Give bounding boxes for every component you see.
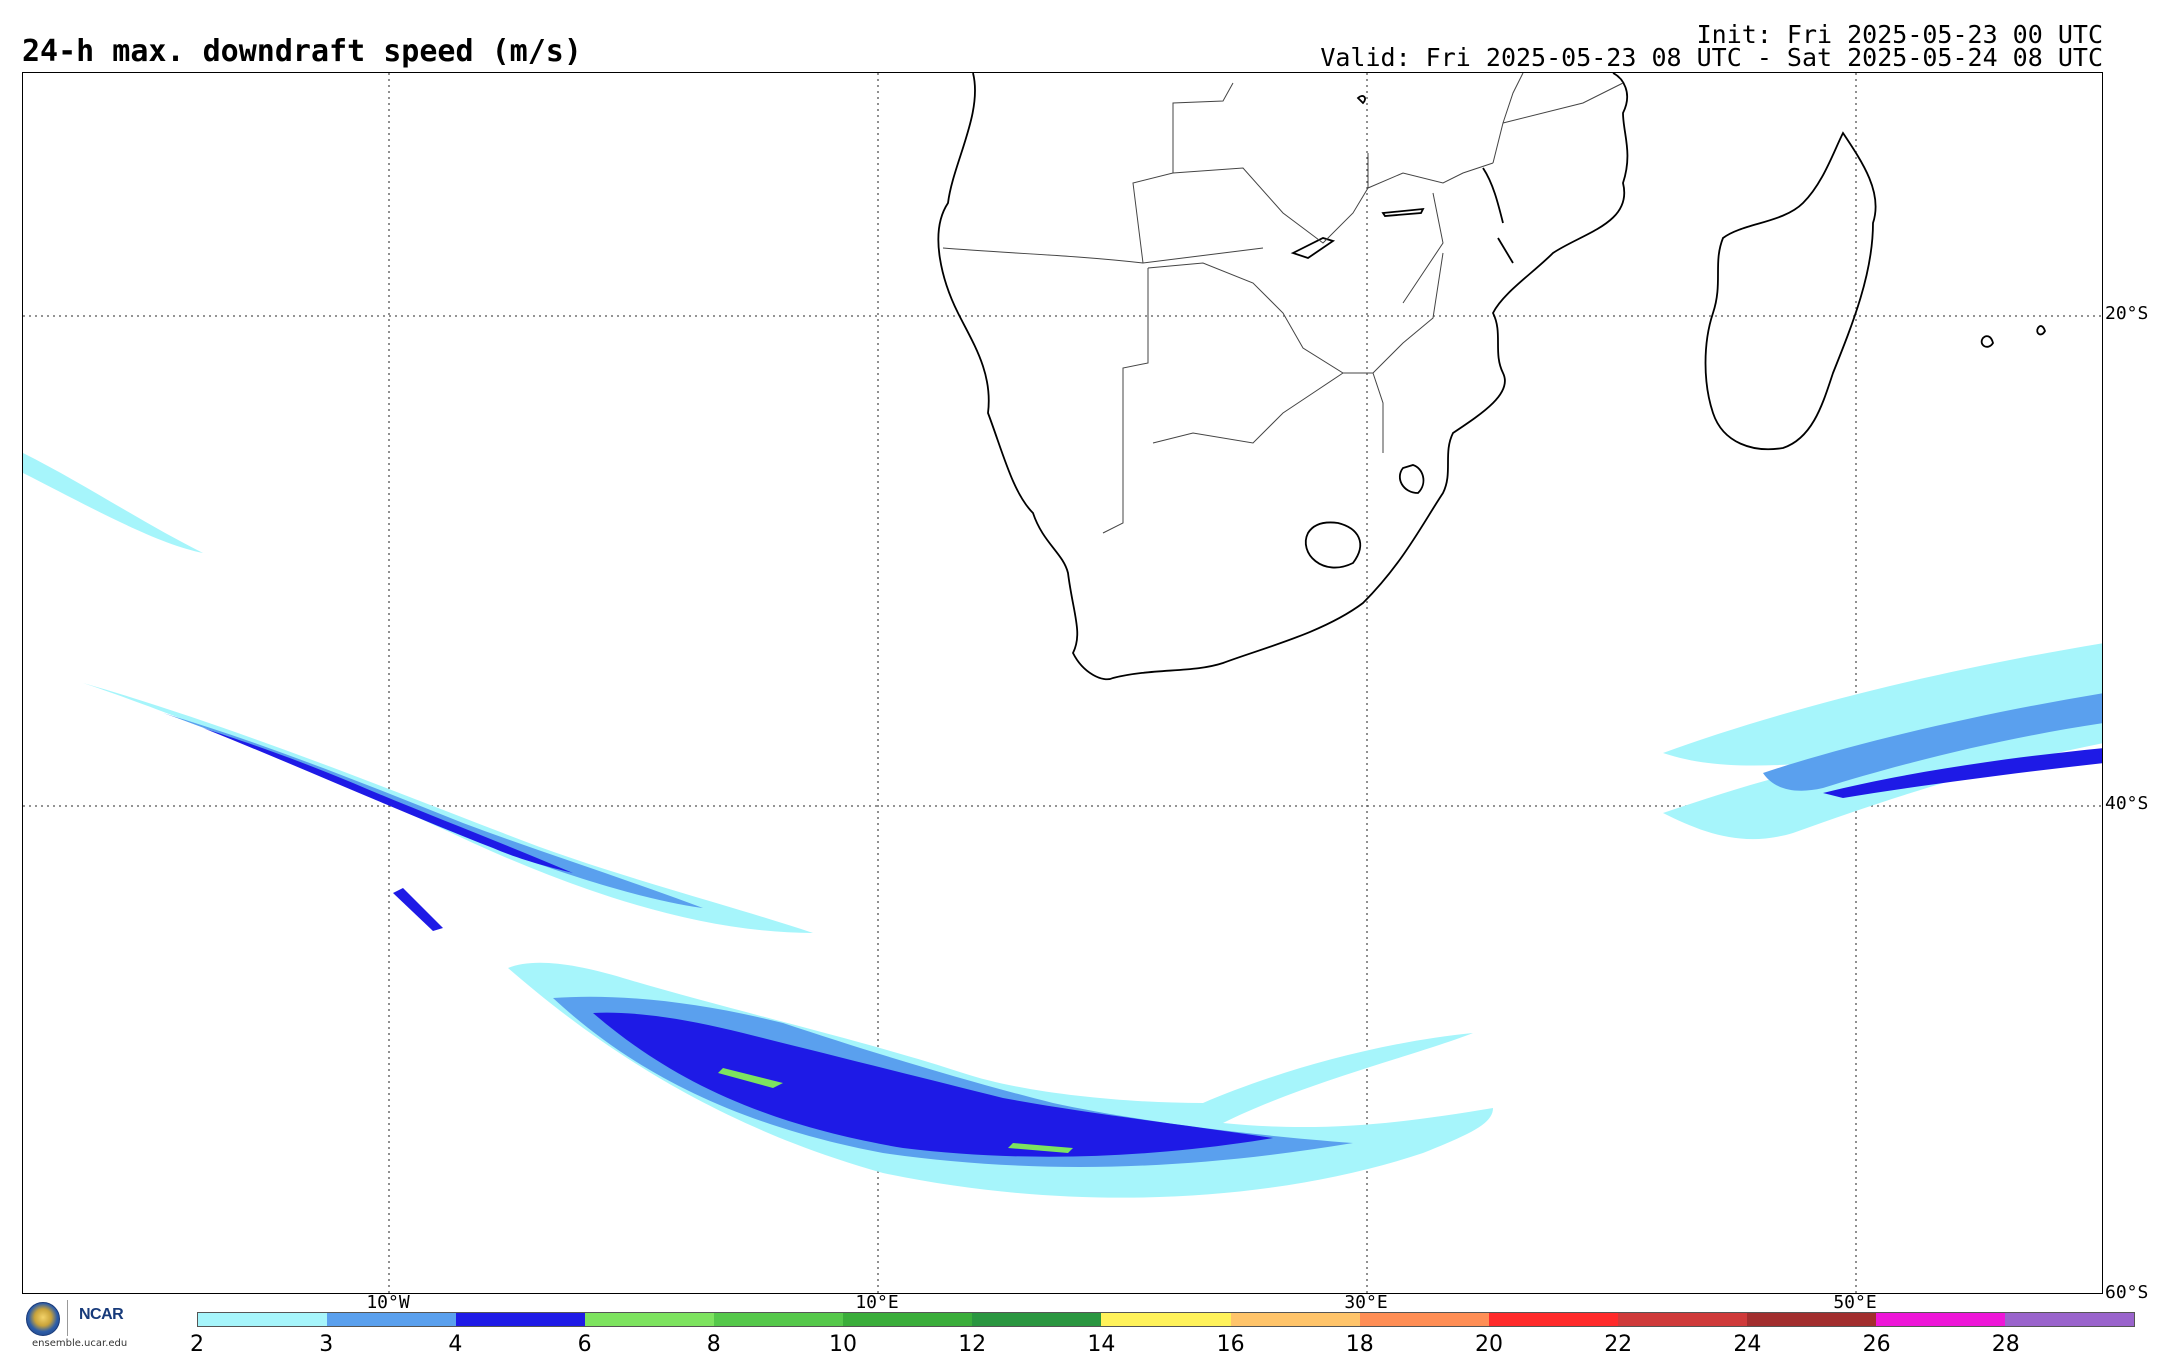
- colorbar-tick-label: 2: [190, 1332, 204, 1357]
- logo-divider: [67, 1300, 68, 1336]
- colorbar-segment: [972, 1313, 1102, 1326]
- colorbar-segment: [1617, 1313, 1747, 1326]
- logo-area: NCAR ensemble.ucar.edu: [22, 1296, 162, 1352]
- colorbar-tick-label: 18: [1345, 1332, 1374, 1357]
- colorbar-segment: [843, 1313, 973, 1326]
- colorbar-segment: [585, 1313, 715, 1326]
- colorbar-tick-label: 20: [1475, 1332, 1503, 1357]
- lat-label-20s: 20°S: [2105, 303, 2149, 324]
- colorbar-segment: [1101, 1313, 1231, 1326]
- lon-label-10w: 10°W: [366, 1292, 410, 1313]
- colorbar-segment: [1875, 1313, 2005, 1326]
- colorbar-tick-label: 4: [448, 1332, 463, 1357]
- colorbar-segment: [327, 1313, 457, 1326]
- ensemble-url: ensemble.ucar.edu: [32, 1338, 128, 1349]
- colorbar-tick-label: 24: [1733, 1332, 1762, 1357]
- colorbar-tick-label: 6: [577, 1332, 592, 1357]
- colorbar-tick-label: 22: [1604, 1332, 1633, 1357]
- lon-label-10e: 10°E: [855, 1292, 899, 1313]
- valid-time: Valid: Fri 2025-05-23 08 UTC - Sat 2025-…: [1320, 43, 2103, 72]
- colorbar-segment: [2004, 1313, 2134, 1326]
- colorbar-tick-label: 28: [1991, 1332, 2020, 1357]
- colorbar-segment: [714, 1313, 844, 1326]
- lat-label-40s: 40°S: [2105, 793, 2149, 814]
- colorbar-tick-label: 3: [319, 1332, 334, 1357]
- colorbar-tick-label: 12: [958, 1332, 987, 1357]
- lon-label-50e: 50°E: [1833, 1292, 1877, 1313]
- colorbar-tick-label: 26: [1862, 1332, 1891, 1357]
- colorbar-tick-label: 16: [1216, 1332, 1245, 1357]
- colorbar-segment: [198, 1313, 328, 1326]
- colorbar-segment: [456, 1313, 586, 1326]
- ncar-logo-icon: NCAR: [79, 1306, 124, 1323]
- downdraft-field: [23, 453, 2102, 1198]
- colorbar-segment: [1746, 1313, 1876, 1326]
- lat-label-60s: 60°S: [2105, 1282, 2149, 1303]
- colorbar-segment: [1230, 1313, 1360, 1326]
- colorbar-tick-label: 14: [1087, 1332, 1116, 1357]
- nsf-logo-icon: [26, 1302, 60, 1336]
- colorbar-tick-label: 10: [829, 1332, 857, 1357]
- colorbar-segment: [1488, 1313, 1618, 1326]
- lon-label-30e: 30°E: [1344, 1292, 1388, 1313]
- country-borders: [942, 73, 1624, 534]
- colorbar: [197, 1312, 2135, 1327]
- colorbar-tick-label: 8: [706, 1332, 721, 1357]
- colorbar-segment: [1359, 1313, 1489, 1326]
- init-time: Init: Fri 2025-05-23 00 UTC: [1696, 20, 2103, 49]
- chart-title: 24-h max. downdraft speed (m/s): [22, 34, 582, 69]
- map-frame: [22, 72, 2103, 1294]
- coastlines: [937, 73, 2046, 681]
